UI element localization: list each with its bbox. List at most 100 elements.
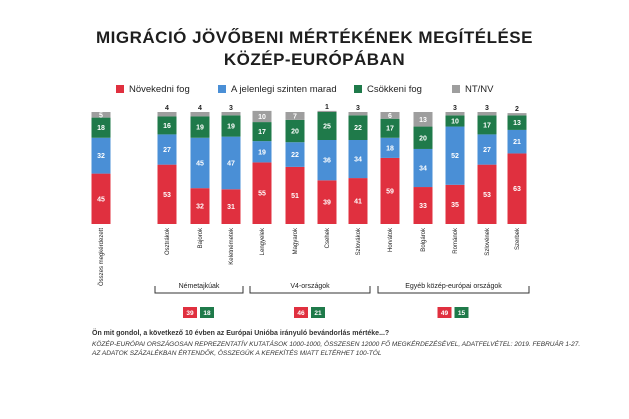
data-label-osszes-megkerdezett-series-0: 45: [97, 196, 105, 203]
data-label-szlovenek-series-0: 53: [483, 192, 491, 199]
data-label-magyarok-series-0: 51: [291, 193, 299, 200]
category-label-magyarok: Magyarok: [293, 227, 299, 254]
bar-bajorok-series-0: [190, 188, 210, 224]
data-label-szlovenek-series-2: 17: [483, 122, 491, 129]
bar-szlovenek-series-0: [477, 164, 497, 224]
group-decline-value-2: 15: [458, 310, 466, 317]
legend-item-dk: NT/NV: [452, 82, 494, 96]
group-decline-value-0: 18: [203, 310, 211, 317]
data-label-bolgarok-series-3: 13: [419, 117, 427, 124]
bar-horvatok-series-2: [380, 118, 400, 138]
legend-swatch-same: [218, 85, 226, 93]
bar-lengyelek-series-2: [252, 122, 272, 142]
data-label-szlovakok-series-2: 22: [354, 125, 362, 132]
chart-title-line2: KÖZÉP-EURÓPÁBAN: [223, 50, 406, 69]
data-label-csehek-series-2: 25: [323, 124, 331, 131]
data-label-lengyelek-series-2: 17: [258, 129, 266, 136]
bar-keletnemetek-series-1: [221, 136, 241, 190]
bar-romanok-series-3: [445, 112, 465, 116]
data-label-keletnemetek-series-3: 3: [229, 105, 233, 112]
bar-osztrakok-series-3: [157, 112, 177, 117]
data-label-szlovenek-series-1: 27: [483, 147, 491, 154]
bar-horvatok-series-3: [380, 112, 400, 119]
legend-label-decline: Csökkeni fog: [367, 83, 422, 95]
category-label-lengyelek: Lengyelek: [260, 227, 266, 255]
bar-szlovakok-series-0: [348, 178, 368, 224]
category-label-horvatok: Horvátok: [388, 227, 394, 252]
bar-horvatok-series-0: [380, 157, 400, 224]
group-bracket-2: [377, 286, 530, 294]
data-label-bajorok-series-0: 32: [196, 204, 204, 211]
group-decline-box-0: [200, 307, 214, 318]
data-label-osszes-megkerdezett-series-1: 32: [97, 153, 105, 160]
data-label-szlovenek-series-3: 3: [485, 105, 489, 112]
bar-szlovakok-series-1: [348, 140, 368, 179]
category-label-romanok: Románok: [453, 227, 459, 254]
data-label-osztrakok-series-2: 16: [163, 123, 171, 130]
data-label-bolgarok-series-0: 33: [419, 203, 427, 210]
category-label-szerbek: Szerbek: [515, 227, 521, 250]
group-bracket-1: [249, 286, 371, 294]
bar-csehek-series-2: [317, 112, 337, 140]
legend-label-dk: NT/NV: [465, 83, 494, 95]
data-label-romanok-series-2: 10: [451, 118, 459, 125]
bar-osszes-megkerdezett-series-0: [91, 173, 111, 224]
data-label-lengyelek-series-3: 10: [258, 114, 266, 121]
data-label-szlovakok-series-0: 41: [354, 199, 362, 206]
data-label-szlovakok-series-3: 3: [356, 105, 360, 112]
group-growth-box-2: [437, 307, 452, 318]
survey-question: Ön mit gondol, a következő 10 évben az E…: [92, 330, 390, 337]
data-label-szerbek-series-2: 13: [513, 120, 521, 127]
data-label-osztrakok-series-1: 27: [163, 147, 171, 154]
bar-keletnemetek-series-0: [221, 189, 241, 224]
legend-item-same: A jelenlegi szinten marad: [218, 82, 337, 96]
bar-lengyelek-series-3: [252, 110, 272, 123]
legend-item-growth: Növekedni fog: [116, 82, 190, 96]
bar-szlovenek-series-1: [477, 134, 497, 165]
bar-magyarok-series-0: [285, 166, 305, 224]
data-label-szerbek-series-0: 63: [513, 186, 521, 193]
data-label-magyarok-series-3: 7: [293, 113, 297, 120]
data-label-horvatok-series-0: 59: [386, 188, 394, 195]
category-label-osztrakok: Osztrákok: [165, 227, 171, 255]
data-label-horvatok-series-2: 17: [386, 126, 394, 133]
category-label-szlovakok: Szlovákok: [356, 227, 362, 255]
group-decline-box-1: [311, 307, 325, 318]
category-label-bajorok: Bajorok: [198, 227, 204, 248]
bar-szlovenek-series-2: [477, 115, 497, 135]
bar-magyarok-series-1: [285, 142, 305, 167]
bar-bolgarok-series-0: [413, 187, 433, 224]
data-label-szerbek-series-3: 2: [515, 106, 519, 113]
data-label-szlovakok-series-1: 34: [354, 157, 362, 164]
category-label-csehek: Csehek: [325, 227, 331, 248]
legend-item-decline: Csökkeni fog: [354, 82, 422, 96]
data-label-lengyelek-series-1: 19: [258, 149, 266, 156]
bar-szlovakok-series-2: [348, 115, 368, 140]
category-label-szlovenek: Szlovének: [485, 227, 491, 256]
legend-swatch-growth: [116, 85, 124, 93]
category-label-osszes-megkerdezett: Összes megkérdezett: [98, 228, 105, 286]
category-label-bolgarok: Bolgárok: [421, 227, 427, 252]
legend-label-growth: Növekedni fog: [129, 83, 190, 95]
bar-keletnemetek-series-2: [221, 115, 241, 137]
bar-bajorok-series-2: [190, 116, 210, 138]
data-label-bajorok-series-3: 4: [198, 105, 202, 112]
bar-szerbek-series-0: [507, 153, 527, 224]
bar-csehek-series-1: [317, 140, 337, 181]
bar-osszes-megkerdezett-series-1: [91, 137, 111, 174]
bar-szerbek-series-3: [507, 113, 527, 116]
data-label-magyarok-series-2: 20: [291, 129, 299, 136]
data-label-romanok-series-3: 3: [453, 105, 457, 112]
bar-szlovakok-series-3: [348, 112, 368, 116]
bar-bolgarok-series-3: [413, 112, 433, 127]
data-label-osztrakok-series-0: 53: [163, 192, 171, 199]
group-growth-value-1: 46: [297, 310, 305, 317]
bar-horvatok-series-1: [380, 137, 400, 158]
data-label-bajorok-series-2: 19: [196, 125, 204, 132]
data-label-bolgarok-series-2: 20: [419, 135, 427, 142]
category-label-keletnemetek: Keletnémetek: [229, 227, 235, 265]
bar-osszes-megkerdezett-series-2: [91, 117, 111, 138]
bar-szlovenek-series-3: [477, 112, 497, 116]
legend-swatch-decline: [354, 85, 362, 93]
